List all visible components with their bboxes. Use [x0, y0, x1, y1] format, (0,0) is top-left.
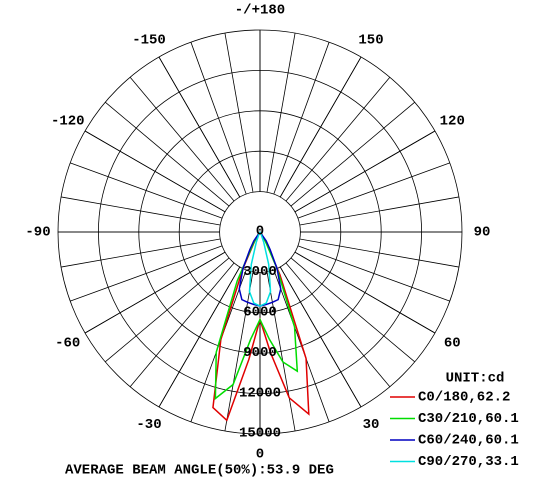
r-tick-label: 3000	[243, 264, 277, 280]
theta-tick-label: -60	[55, 336, 80, 352]
spoke	[224, 271, 254, 432]
spoke	[285, 77, 391, 202]
theta-tick-label: -90	[25, 225, 50, 241]
spoke	[297, 245, 450, 302]
theta-tick-label: 150	[358, 32, 383, 48]
spoke	[224, 32, 254, 193]
spoke	[129, 262, 235, 387]
spoke	[299, 196, 460, 226]
theta-tick-label: -/+180	[235, 3, 285, 19]
spoke	[60, 196, 221, 226]
legend-label: C0/180,62.2	[418, 390, 510, 406]
spoke	[129, 77, 235, 202]
spoke	[297, 162, 450, 219]
theta-tick	[279, 266, 362, 408]
theta-tick	[158, 56, 241, 198]
theta-tick-label: -150	[132, 32, 166, 48]
theta-tick-label: 120	[440, 114, 465, 130]
r-tick-label: 6000	[243, 305, 277, 321]
spoke	[190, 42, 247, 195]
spoke	[285, 262, 391, 387]
theta-tick-label: -30	[136, 417, 161, 433]
theta-tick	[279, 56, 362, 198]
spoke	[266, 32, 296, 193]
spoke	[70, 162, 223, 219]
theta-tick-label: 90	[474, 225, 491, 241]
theta-tick	[294, 251, 436, 334]
unit-label: UNIT:cd	[446, 371, 505, 387]
spoke	[105, 101, 230, 207]
legend-label: C90/270,33.1	[418, 454, 519, 470]
r-tick-label: 0	[256, 224, 264, 240]
r-tick-label: 12000	[239, 385, 281, 401]
spoke	[290, 101, 415, 207]
spoke	[60, 238, 221, 268]
spoke	[70, 245, 223, 302]
r-tick-label: 15000	[239, 426, 281, 442]
theta-tick	[84, 251, 226, 334]
spoke	[105, 257, 230, 363]
theta-tick	[158, 266, 241, 408]
theta-tick-label: -120	[51, 114, 85, 130]
theta-tick-label: 60	[444, 336, 461, 352]
spoke	[266, 271, 296, 432]
annotation: AVERAGE BEAM ANGLE(50%):53.9 DEG	[65, 463, 334, 479]
legend-label: C60/240,60.1	[418, 433, 519, 449]
theta-tick-label: 30	[363, 417, 380, 433]
r-tick-label: 9000	[243, 345, 277, 361]
legend-label: C30/210,60.1	[418, 411, 519, 427]
theta-tick	[84, 130, 226, 213]
spoke	[299, 238, 460, 268]
series-line	[248, 231, 272, 307]
spoke	[273, 42, 330, 195]
theta-tick	[294, 130, 436, 213]
spoke	[290, 257, 415, 363]
theta-tick-label: 0	[256, 447, 264, 463]
